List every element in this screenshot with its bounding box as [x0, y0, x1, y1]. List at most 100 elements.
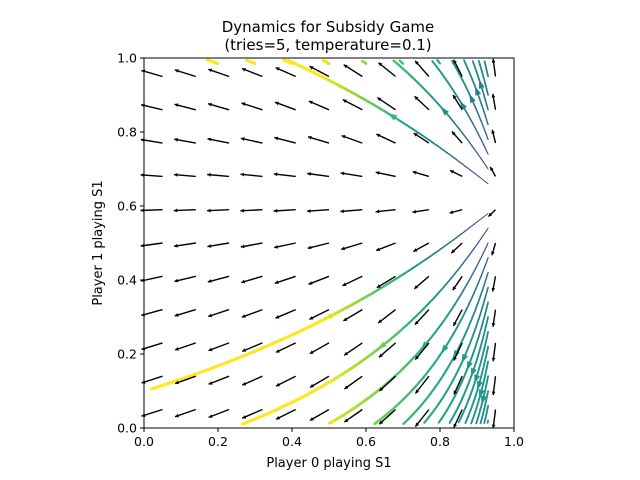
quiver-arrow-shaft [275, 375, 297, 387]
x-tick-label: 1.0 [504, 434, 524, 449]
quiver-arrow-head [453, 59, 457, 64]
streamline-segment [392, 59, 397, 64]
streamline-segment [373, 421, 378, 426]
streamline-segment [477, 59, 481, 64]
quiver-arrow-head [207, 137, 212, 142]
quiver-arrow-shaft [141, 408, 163, 417]
quiver-arrow-shaft [340, 209, 363, 213]
quiver-arrow-head [241, 279, 246, 284]
quiver-arrow-shaft [414, 60, 430, 77]
x-tick-label: 0.2 [208, 434, 228, 449]
x-tick-label: 0.8 [430, 434, 450, 449]
quiver-arrow-shaft [208, 375, 230, 385]
quiver-arrow-shaft [241, 342, 263, 353]
quiver-arrow-shaft [273, 209, 296, 212]
quiver-arrow-shaft [240, 209, 263, 212]
quiver-arrow-head [240, 137, 245, 141]
quiver-arrow-shaft [307, 209, 330, 212]
quiver-arrow-head [208, 381, 213, 385]
quiver-arrow-head [491, 58, 496, 63]
quiver-arrow-head [379, 353, 383, 358]
chart-title-line-2: (tries=5, temperature=0.1) [224, 36, 431, 54]
quiver-arrow-shaft [275, 66, 296, 78]
quiver-arrow-shaft [308, 308, 330, 321]
quiver-arrow-head [307, 135, 312, 140]
quiver-arrow-shaft [378, 408, 397, 425]
quiver-arrow-head [343, 64, 348, 69]
streamline-segment [475, 420, 478, 425]
streamline-segment [483, 420, 486, 424]
quiver-arrow-head [491, 323, 496, 327]
streamline-arrowhead [475, 86, 481, 96]
quiver-arrow-head [453, 95, 457, 99]
quiver-arrow-head [340, 171, 345, 176]
plot-frame [143, 57, 515, 429]
streamline-segment [463, 59, 466, 64]
quiver-arrow-head [415, 389, 420, 394]
quiver-arrow-head [342, 282, 347, 286]
quiver-arrow-shaft [376, 275, 396, 289]
streamline-segment [321, 58, 327, 63]
quiver-arrow-shaft [241, 275, 263, 284]
quiver-arrow-shaft [307, 136, 330, 144]
quiver-arrow-head [207, 279, 212, 283]
quiver-arrow-shaft [141, 342, 163, 351]
quiver-arrow-shaft [242, 375, 263, 386]
quiver-arrow-shaft [275, 408, 297, 420]
streamline-arrowhead [474, 374, 480, 384]
quiver-arrow-head [451, 131, 456, 136]
quiver-arrow-head [344, 418, 349, 423]
streamline-segment [470, 420, 473, 425]
quiver-arrow-head [275, 101, 279, 106]
quiver-arrow-shaft [140, 275, 163, 282]
quiver-arrow-shaft [174, 308, 197, 317]
quiver-arrow-head [174, 69, 179, 73]
quiver-arrow-head [208, 313, 213, 318]
streamline-segment [205, 58, 212, 63]
quiver-arrow-head [452, 286, 457, 291]
quiver-arrow-shaft [343, 64, 363, 78]
quiver-arrow-head [174, 278, 179, 283]
x-tick-label: 0.4 [282, 434, 302, 449]
quiver-arrow-shaft [174, 342, 197, 351]
quiver-arrow-head [449, 210, 454, 214]
quiver-arrow-shaft [342, 98, 363, 111]
quiver-arrow-head [375, 209, 380, 214]
quiver-arrow-shaft [140, 104, 163, 111]
quiver-arrow-head [309, 316, 314, 320]
streamline-segment [451, 59, 455, 64]
quiver-arrow-shaft [309, 342, 330, 355]
streamline-segment [245, 58, 251, 63]
quiver-arrow-head [140, 173, 145, 177]
quiver-arrow-head [308, 100, 313, 105]
quiver-arrow-shaft [207, 308, 230, 318]
quiver-arrow-shaft [340, 242, 363, 251]
quiver-arrow-head [175, 347, 179, 351]
streamline-segment [436, 59, 440, 63]
quiver-arrow-head [274, 245, 278, 249]
quiver-arrow-head [174, 137, 178, 142]
quiver-arrow-head [207, 172, 211, 177]
streamline-arrowhead [377, 341, 387, 350]
quiver-arrow-shaft [378, 62, 397, 78]
quiver-arrow-head [376, 284, 381, 288]
quiver-arrow-head [140, 243, 145, 248]
streamline-segment [479, 420, 482, 425]
quiver-arrow-head [207, 208, 211, 213]
quiver-arrow-head [242, 381, 247, 386]
streamline-arrowhead [461, 353, 468, 364]
quiver-arrow-shaft [378, 342, 397, 358]
streamline-arrowhead [387, 113, 398, 121]
quiver-arrow-head [375, 171, 380, 175]
quiver-arrow-shaft [207, 275, 230, 283]
quiver-arrow-head [379, 387, 384, 391]
y-axis-label: Player 1 playing S1 [91, 180, 106, 305]
quiver-arrow-head [413, 133, 418, 137]
quiver-arrow-head [379, 420, 384, 425]
quiver-arrow-head [414, 96, 419, 101]
quiver-arrow-head [309, 350, 314, 354]
quiver-arrow-shaft [273, 173, 296, 178]
quiver-arrow-head [208, 102, 212, 107]
quiver-arrow-head [173, 208, 178, 213]
quiver-arrow-shaft [307, 172, 330, 178]
